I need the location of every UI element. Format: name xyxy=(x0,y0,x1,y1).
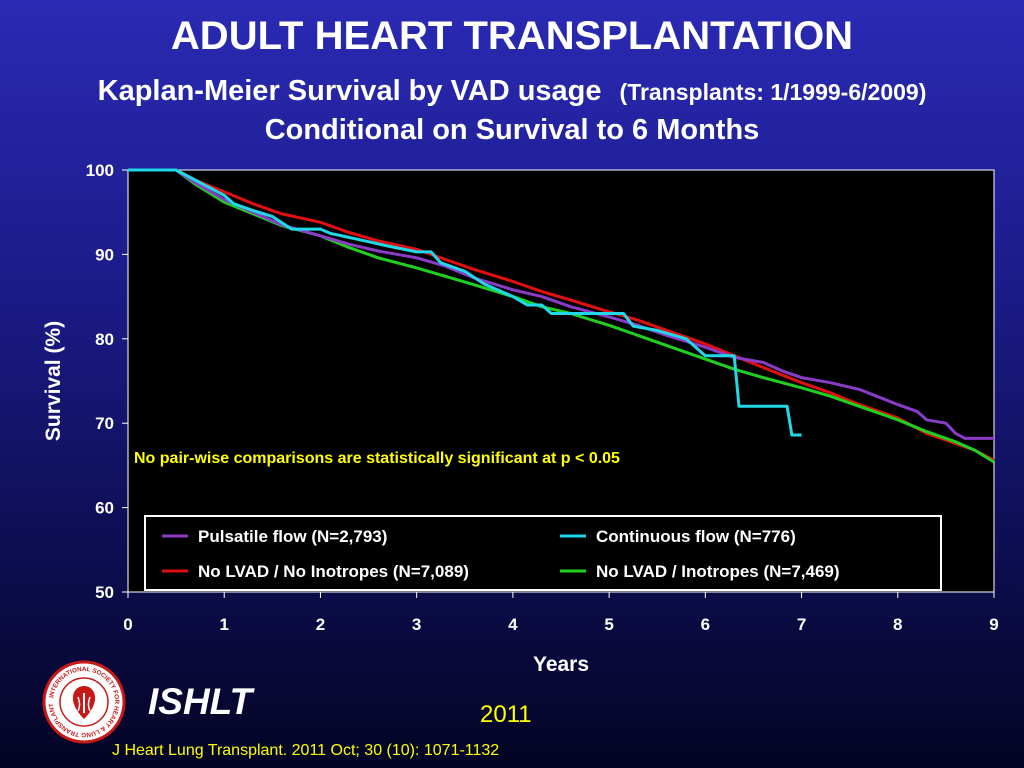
y-tick-label: 70 xyxy=(95,414,114,433)
subtitle-note: (Transplants: 1/1999-6/2009) xyxy=(619,79,927,105)
page-title: ADULT HEART TRANSPLANTATION xyxy=(170,14,854,58)
ishlt-seal-icon: INTERNATIONAL SOCIETY FOR HEART & LUNG T… xyxy=(40,655,126,744)
citation: J Heart Lung Transplant. 2011 Oct; 30 (1… xyxy=(112,742,500,759)
series-line-3 xyxy=(128,168,995,462)
x-tick-label: 2 xyxy=(316,615,325,634)
subtitle-row: Kaplan-Meier Survival by VAD usage (Trans… xyxy=(0,74,1024,113)
legend-label: Continuous flow (N=776) xyxy=(596,527,796,546)
legend-label: Pulsatile flow (N=2,793) xyxy=(198,527,387,546)
y-tick-label: 90 xyxy=(95,245,114,264)
legend-box xyxy=(144,515,942,591)
x-tick-label: 6 xyxy=(701,615,710,634)
x-tick-label: 0 xyxy=(123,615,132,634)
series-lines xyxy=(128,168,995,464)
x-tick-label: 3 xyxy=(412,615,421,634)
x-tick-label: 9 xyxy=(989,615,998,634)
ishlt-logo: INTERNATIONAL SOCIETY FOR HEART & LUNG T… xyxy=(40,655,126,744)
significance-note: No pair-wise comparisons are statistical… xyxy=(134,450,620,467)
x-axis-title: Years xyxy=(533,653,589,676)
x-tick-label: 5 xyxy=(604,615,613,634)
legend-label: No LVAD / Inotropes (N=7,469) xyxy=(596,562,840,581)
publication-year: 2011 xyxy=(480,701,532,728)
y-tick-label: 60 xyxy=(95,499,114,518)
legend: Pulsatile flow (N=2,793) Continuous flow … xyxy=(144,515,942,591)
x-axis: 0 1 2 3 4 5 6 7 8 9 xyxy=(123,592,999,634)
subtitle-main: Kaplan-Meier Survival by VAD usage xyxy=(97,75,602,107)
y-axis-title: Survival (%) xyxy=(42,321,65,441)
y-tick-label: 100 xyxy=(86,161,114,180)
series-line-2 xyxy=(128,168,802,437)
x-tick-label: 8 xyxy=(893,615,902,634)
x-tick-label: 4 xyxy=(508,615,518,634)
y-axis: 50 60 70 80 90 100 xyxy=(86,161,128,602)
y-tick-label: 80 xyxy=(95,330,114,349)
y-tick-label: 50 xyxy=(95,583,114,602)
x-tick-label: 7 xyxy=(797,615,806,634)
brand-name: ISHLT xyxy=(148,681,253,722)
x-tick-label: 1 xyxy=(219,615,228,634)
subtitle-condition: Conditional on Survival to 6 Months xyxy=(264,114,760,146)
legend-label: No LVAD / No Inotropes (N=7,089) xyxy=(198,562,469,581)
